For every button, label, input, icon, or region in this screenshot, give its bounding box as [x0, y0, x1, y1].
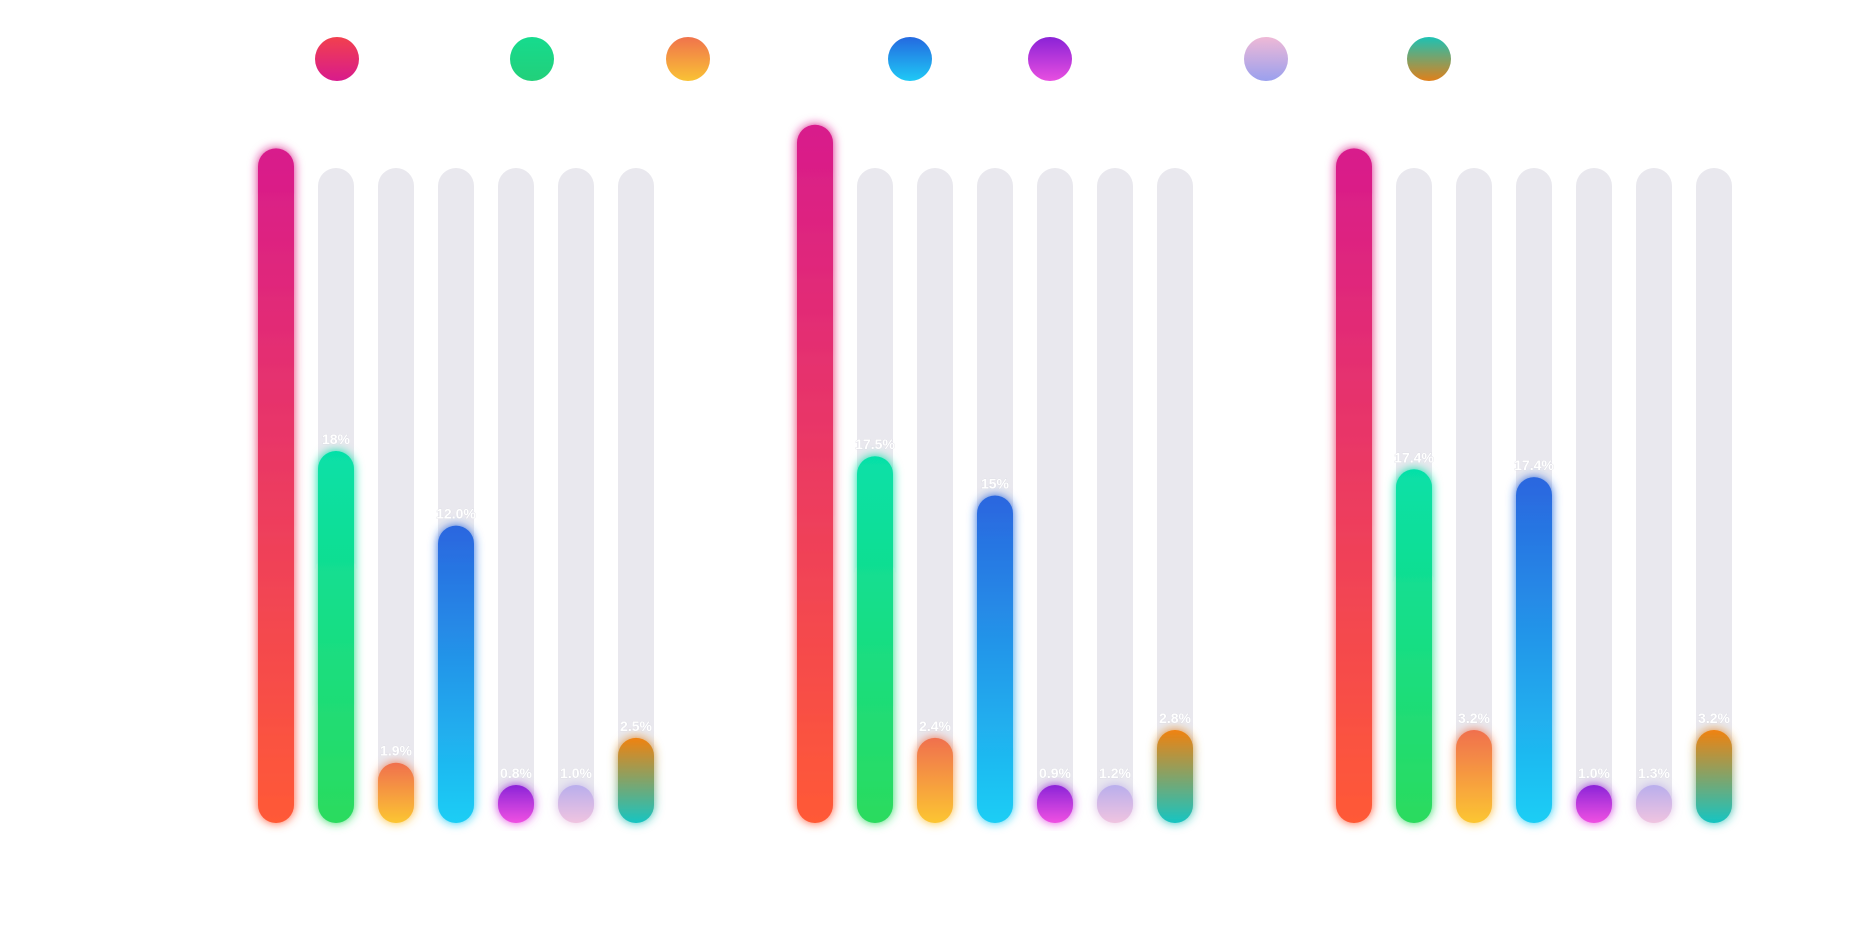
- bar-group2-series2[interactable]: [857, 456, 893, 823]
- data-label: 17.4%: [1514, 457, 1554, 473]
- bar-group3-series1[interactable]: [1336, 148, 1372, 824]
- bar-group2-series1[interactable]: [797, 124, 833, 823]
- bars: [258, 124, 1732, 824]
- data-label: 0.8%: [500, 765, 532, 781]
- legend-marker-4[interactable]: [888, 37, 932, 81]
- legend-marker-7[interactable]: [1407, 37, 1451, 81]
- bar-group1-series1[interactable]: [258, 148, 294, 824]
- bar-group1-series6[interactable]: [558, 785, 594, 823]
- bar-track: [378, 168, 414, 823]
- data-label: 2.8%: [1159, 710, 1191, 726]
- bar-track: [1097, 168, 1133, 823]
- legend-marker-6[interactable]: [1244, 37, 1288, 81]
- legend-marker-5[interactable]: [1028, 37, 1072, 81]
- legend-marker-2[interactable]: [510, 37, 554, 81]
- bar-group3-series7[interactable]: [1696, 729, 1732, 823]
- data-label: 1.0%: [1578, 765, 1610, 781]
- data-label: 17.5%: [855, 436, 895, 452]
- data-label: 3.2%: [1698, 710, 1730, 726]
- data-label: 17.4%: [1394, 449, 1434, 465]
- data-labels: 18% 1.9% 12.0% 0.8% 1.0% 2.5% 17.5% 2.4% 15% 0.9%…: [322, 431, 1731, 782]
- bar-group1-series7[interactable]: [618, 737, 654, 823]
- bar-track: [1576, 168, 1612, 823]
- data-label: 1.9%: [380, 743, 412, 759]
- data-label: 1.2%: [1099, 765, 1131, 781]
- bar-group2-series6[interactable]: [1097, 785, 1133, 823]
- bar-group2-series7[interactable]: [1157, 729, 1193, 823]
- data-label: 3.2%: [1458, 710, 1490, 726]
- bar-track: [917, 168, 953, 823]
- data-label: 2.5%: [620, 718, 652, 734]
- bar-track: [1636, 168, 1672, 823]
- bar-track: [1157, 168, 1193, 823]
- data-label: 15%: [981, 476, 1010, 492]
- bar-group1-series2[interactable]: [318, 450, 354, 823]
- bar-group3-series4[interactable]: [1516, 477, 1552, 823]
- bar-track: [1456, 168, 1492, 823]
- data-label: 12.0%: [436, 506, 476, 522]
- data-label: 1.0%: [560, 765, 592, 781]
- legend-marker-3[interactable]: [666, 37, 710, 81]
- bar-group1-series4[interactable]: [438, 525, 474, 823]
- bar-track: [558, 168, 594, 823]
- data-label: 1.3%: [1638, 765, 1670, 781]
- bar-track: [618, 168, 654, 823]
- bar-track: [1037, 168, 1073, 823]
- bar-group1-series3[interactable]: [378, 762, 414, 823]
- data-label: 2.4%: [919, 718, 951, 734]
- data-label: 0.9%: [1039, 765, 1071, 781]
- bar-group2-series3[interactable]: [917, 737, 953, 823]
- legend: [315, 37, 1451, 81]
- bar-group3-series6[interactable]: [1636, 785, 1672, 823]
- bar-group3-series3[interactable]: [1456, 729, 1492, 823]
- legend-marker-1[interactable]: [315, 37, 359, 81]
- bar-group2-series4[interactable]: [977, 495, 1013, 824]
- bar-group1-series5[interactable]: [498, 785, 534, 823]
- bar-group2-series5[interactable]: [1037, 785, 1073, 823]
- data-label: 18%: [322, 431, 351, 447]
- bar-track: [1696, 168, 1732, 823]
- bar-track: [498, 168, 534, 823]
- bar-group3-series2[interactable]: [1396, 469, 1432, 823]
- bar-group3-series5[interactable]: [1576, 785, 1612, 823]
